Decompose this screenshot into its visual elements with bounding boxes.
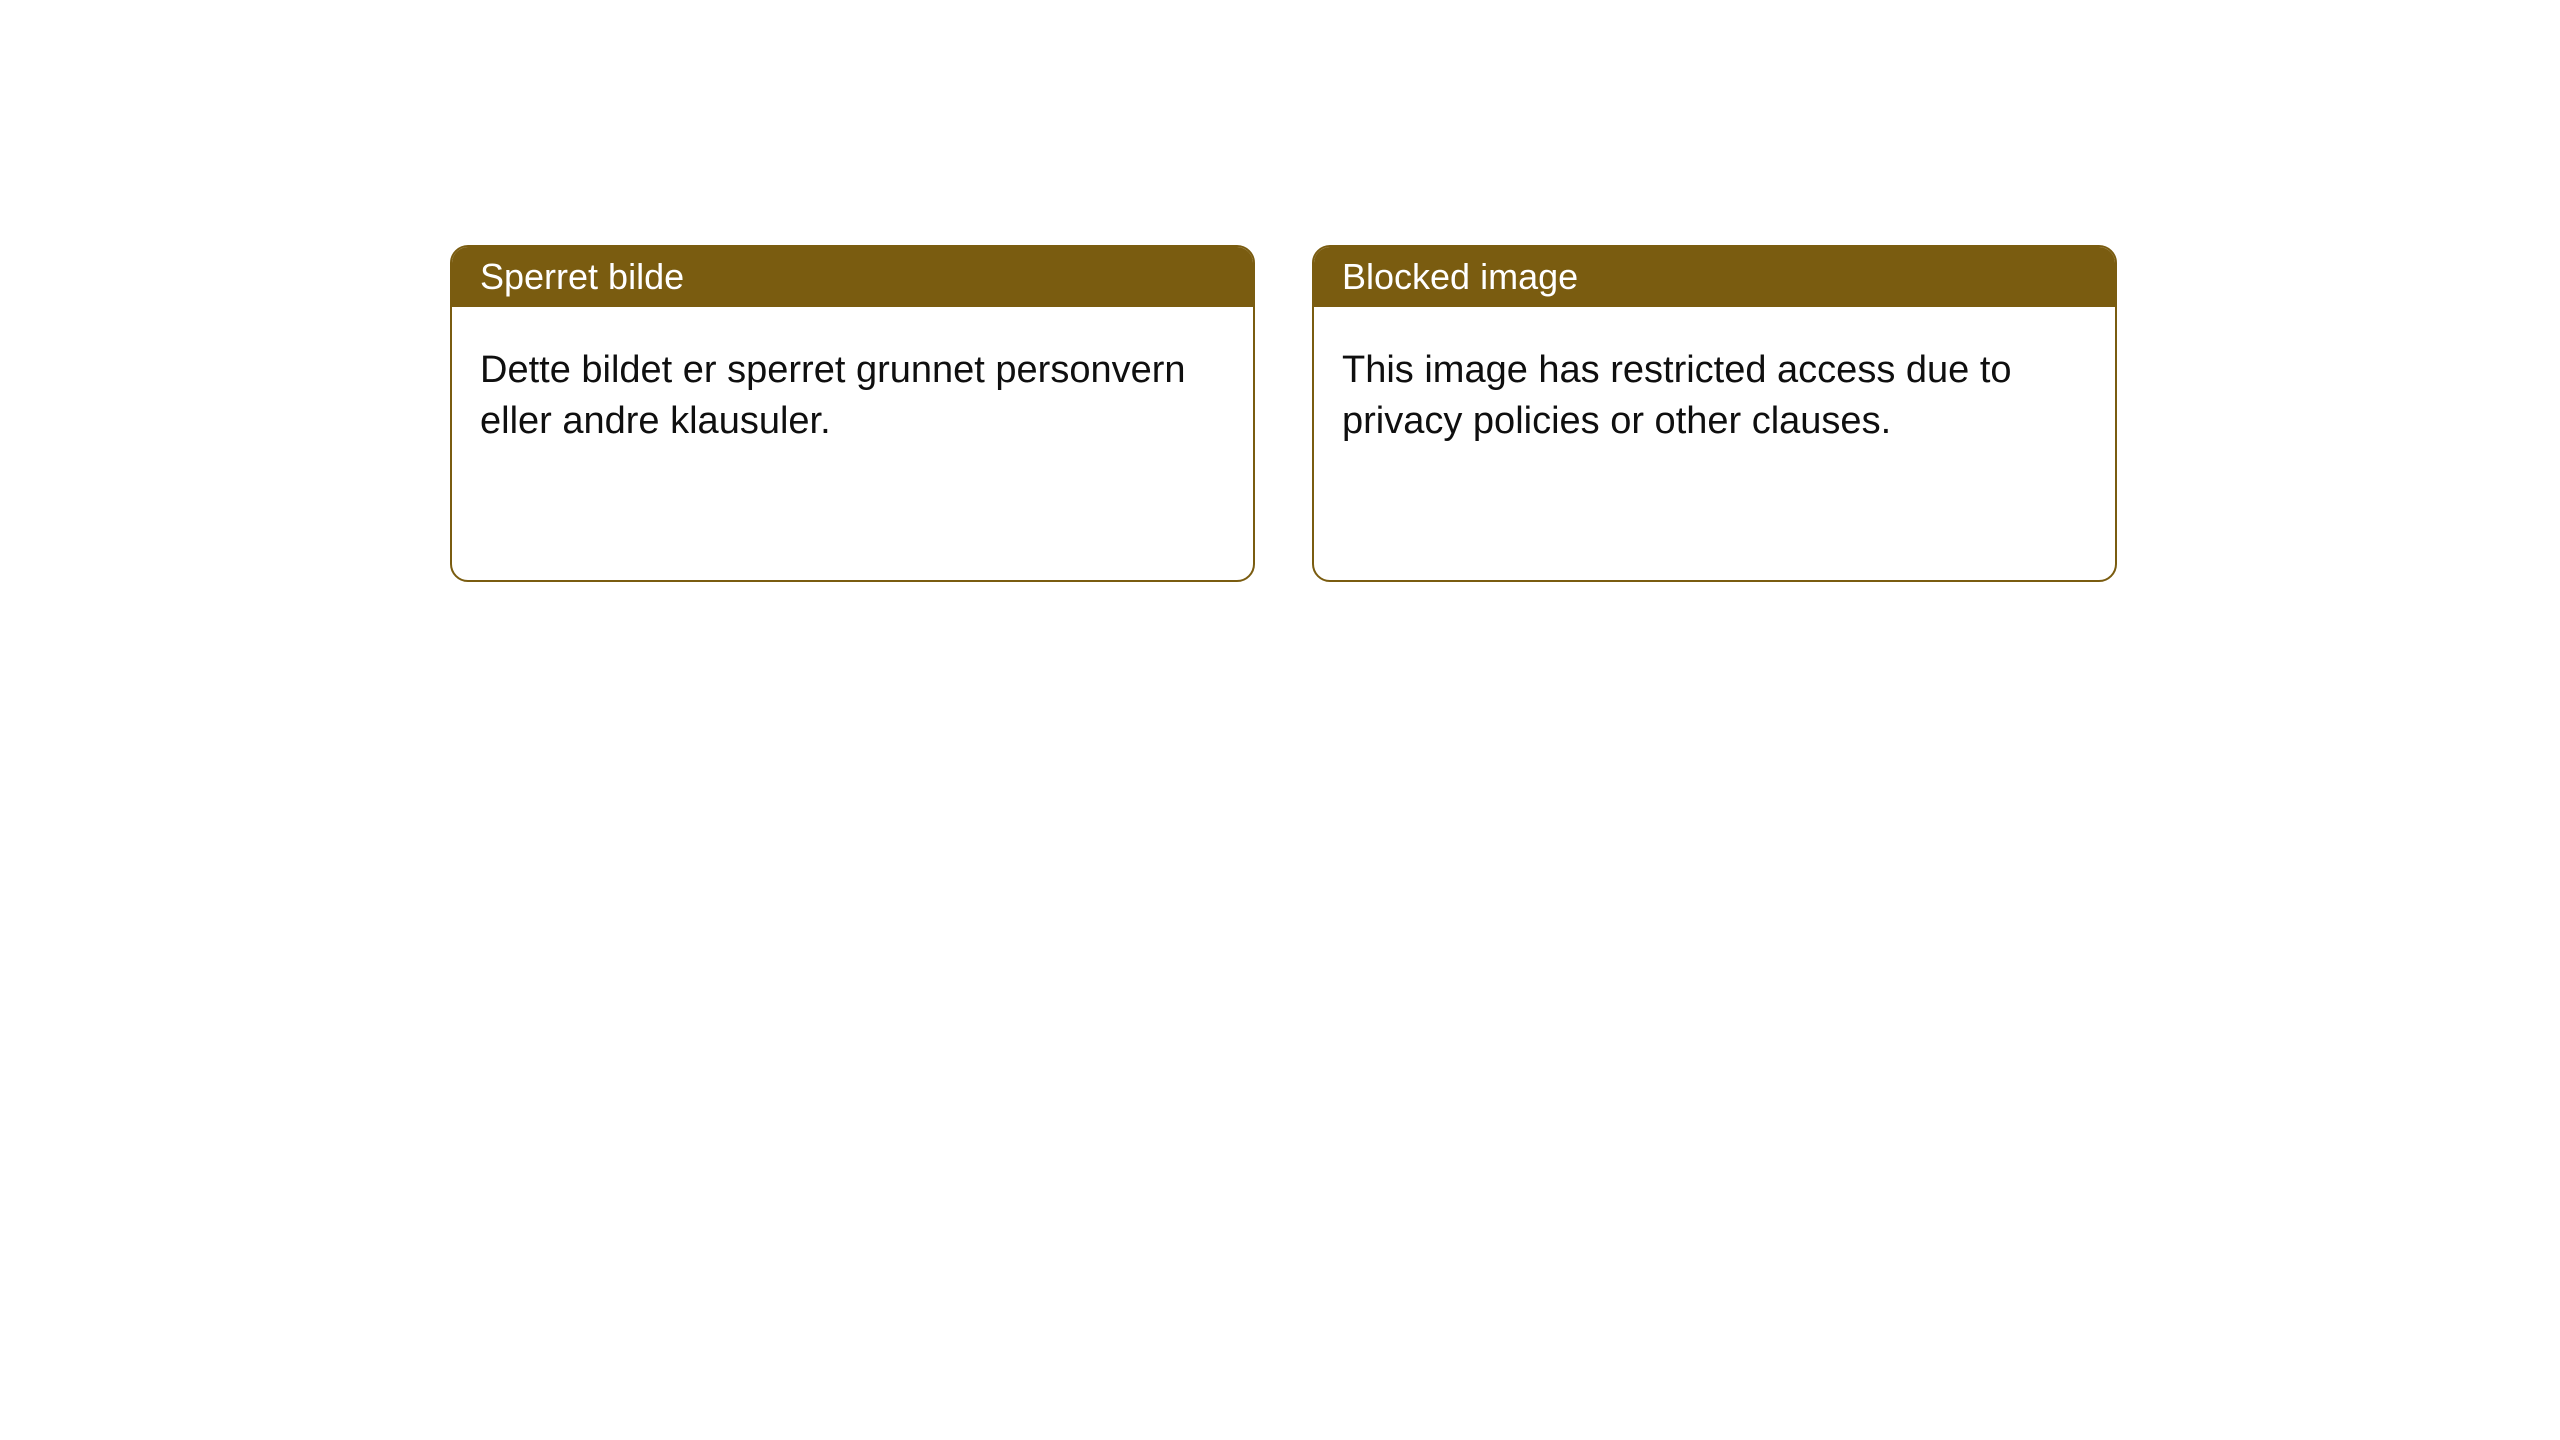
panel-body-right: This image has restricted access due to …: [1314, 307, 2115, 486]
panel-body-text-left: Dette bildet er sperret grunnet personve…: [480, 349, 1186, 442]
notice-panel-left: Sperret bilde Dette bildet er sperret gr…: [450, 245, 1255, 582]
panel-body-left: Dette bildet er sperret grunnet personve…: [452, 307, 1253, 486]
notice-panels-container: Sperret bilde Dette bildet er sperret gr…: [450, 245, 2117, 582]
panel-header-left: Sperret bilde: [452, 247, 1253, 307]
notice-panel-right: Blocked image This image has restricted …: [1312, 245, 2117, 582]
panel-header-right: Blocked image: [1314, 247, 2115, 307]
panel-body-text-right: This image has restricted access due to …: [1342, 349, 2012, 442]
panel-title-right: Blocked image: [1342, 256, 1578, 298]
panel-title-left: Sperret bilde: [480, 256, 684, 298]
